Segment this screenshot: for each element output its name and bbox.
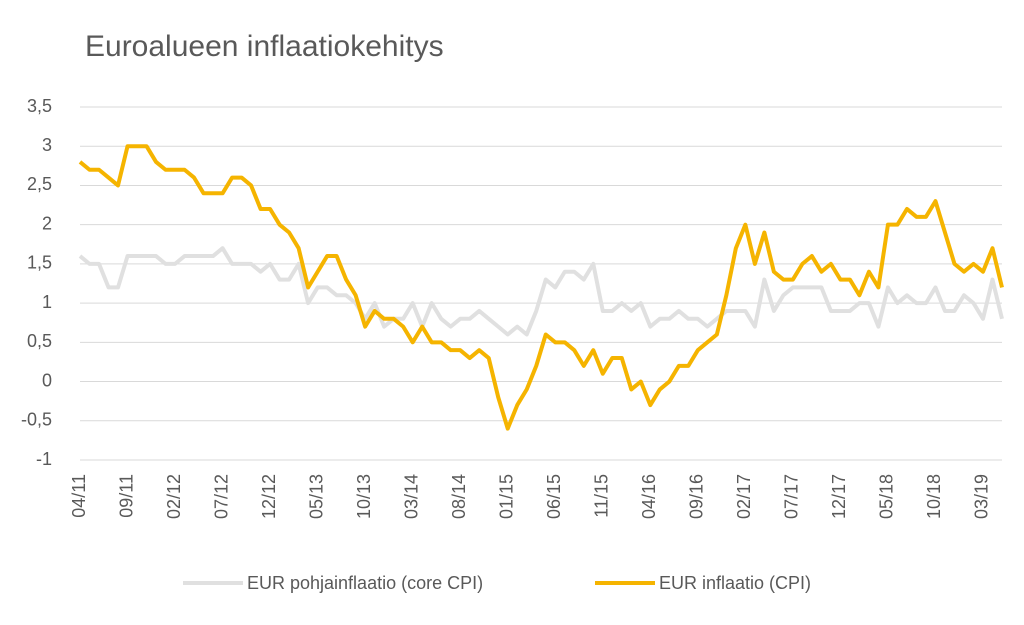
x-tick-label: 02/12 [164,474,184,519]
x-tick-label: 10/18 [924,474,944,519]
x-tick-label: 09/11 [116,474,136,518]
x-tick-label: 02/17 [734,474,754,519]
y-tick-label: 3,5 [27,96,52,116]
y-tick-label: 3 [42,135,52,155]
y-tick-label: 1,5 [27,253,52,273]
y-tick-label: 1 [42,292,52,312]
legend-label: EUR inflaatio (CPI) [659,573,811,593]
x-tick-label: 09/16 [687,474,707,519]
y-tick-label: 2 [42,213,52,233]
y-tick-label: -0,5 [21,410,52,430]
x-tick-label: 01/15 [496,474,516,519]
x-tick-label: 06/15 [544,474,564,519]
x-tick-label: 03/14 [401,474,421,519]
x-tick-label: 11/15 [592,474,612,518]
chart-title: Euroalueen inflaatiokehitys [85,30,444,63]
y-tick-label: 0,5 [27,331,52,351]
y-tick-label: -1 [36,449,52,469]
data-line [78,144,1004,431]
x-tick-label: 07/12 [211,474,231,519]
x-tick-label: 08/14 [449,474,469,519]
x-tick-label: 07/17 [782,474,802,519]
x-tick-label: 05/18 [877,474,897,519]
data-line [78,246,1004,337]
x-tick-label: 12/12 [259,474,279,519]
x-tick-label: 05/13 [306,474,326,519]
y-tick-label: 0 [42,370,52,390]
legend-label: EUR pohjainflaatio (core CPI) [247,573,483,593]
x-tick-label: 04/11 [69,474,89,518]
y-tick-label: 2,5 [27,174,52,194]
x-tick-label: 10/13 [354,474,374,519]
x-tick-label: 03/19 [972,474,992,519]
x-tick-label: 04/16 [639,474,659,519]
x-tick-label: 12/17 [829,474,849,519]
